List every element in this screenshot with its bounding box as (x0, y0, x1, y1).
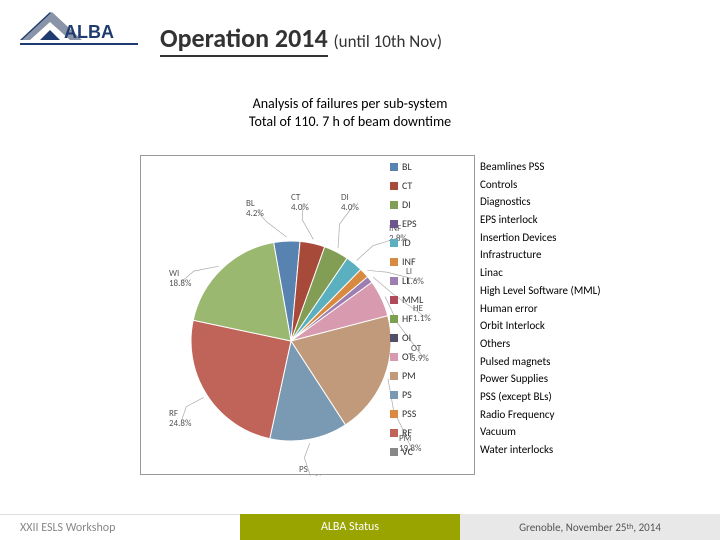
legend-code-label: PS (402, 388, 412, 401)
legend-code-li: LI (390, 274, 470, 287)
legend-code-oi: OI (390, 331, 470, 344)
slice-label-wi: WI18.8% (169, 268, 192, 289)
subtitle: Analysis of failures per sub-system Tota… (190, 95, 510, 131)
legend-name-9: Orbit Interlock (480, 319, 700, 332)
legend-name-6: Linac (480, 266, 700, 279)
swatch-icon (390, 296, 398, 304)
legend-name-14: Radio Frequency (480, 408, 700, 421)
legend-code-mml: MML (390, 293, 470, 306)
swatch-icon (390, 239, 398, 247)
legend-name-8: Human error (480, 302, 700, 315)
slice-label-ct: CT4.0% (291, 192, 309, 213)
legend-code-label: DI (402, 198, 411, 211)
logo-text: ALBA (64, 22, 114, 42)
footer-center: ALBA Status (240, 514, 460, 540)
legend-code-label: ID (402, 236, 411, 249)
swatch-icon (390, 353, 398, 361)
footer: XXII ESLS Workshop ALBA Status Grenoble,… (0, 514, 720, 540)
legend-name-10: Others (480, 337, 700, 350)
legend-code-pss: PSS (390, 407, 470, 420)
legend-code-label: MML (402, 293, 423, 306)
legend-name-2: Diagnostics (480, 195, 700, 208)
legend-code-label: VC (402, 445, 413, 458)
legend-code-vc: VC (390, 445, 470, 458)
legend-name-13: PSS (except BLs) (480, 390, 700, 403)
subtitle-l1: Analysis of failures per sub-system (190, 95, 510, 113)
swatch-icon (390, 220, 398, 228)
title-sub: (until 10th Nov) (334, 31, 442, 52)
legend-code-label: EPS (402, 217, 417, 230)
slice-label-rf: RF24.8% (169, 408, 192, 429)
title-main: Operation 2014 (160, 22, 328, 57)
swatch-icon (390, 334, 398, 342)
legend-name-5: Infrastructure (480, 248, 700, 261)
legend-code-ct: CT (390, 179, 470, 192)
legend-code-label: BL (402, 160, 412, 173)
legend-name-3: EPS interlock (480, 213, 700, 226)
legend-code-label: OT (402, 350, 413, 363)
legend-name-1: Controls (480, 178, 700, 191)
swatch-icon (390, 410, 398, 418)
footer-right: Grenoble, November 25th, 2014 (460, 514, 720, 540)
legend-code-ps: PS (390, 388, 470, 401)
slice-label-bl: BL4.2% (246, 198, 264, 219)
slice-label-di: DI4.0% (341, 192, 359, 213)
legend-code-di: DI (390, 198, 470, 211)
swatch-icon (390, 182, 398, 190)
legend-name-12: Power Supplies (480, 372, 700, 385)
swatch-icon (390, 448, 398, 456)
footer-left: XXII ESLS Workshop (0, 514, 240, 540)
legend-code-label: RF (402, 426, 412, 439)
legend-name-16: Water interlocks (480, 443, 700, 456)
swatch-icon (390, 201, 398, 209)
page-title: Operation 2014 (until 10th Nov) (160, 22, 442, 54)
swatch-icon (390, 258, 398, 266)
legend-codes: BL CT DI EPS ID INF LI MML HF OI OT PM PS PSS RF VC (390, 160, 470, 464)
legend-code-ot: OT (390, 350, 470, 363)
legend-name-11: Pulsed magnets (480, 355, 700, 368)
slice-label-ps: PS12.5% (299, 464, 322, 476)
swatch-icon (390, 391, 398, 399)
alba-logo: ALBA (20, 10, 140, 52)
legend-code-eps: EPS (390, 217, 470, 230)
legend-code-label: PM (402, 369, 416, 382)
legend-name-15: Vacuum (480, 425, 700, 438)
legend-code-label: INF (402, 255, 416, 268)
legend-code-label: PSS (402, 407, 416, 420)
legend-code-label: HF (402, 312, 413, 325)
legend-code-inf: INF (390, 255, 470, 268)
legend-code-id: ID (390, 236, 470, 249)
legend-name-7: High Level Software (MML) (480, 284, 700, 297)
swatch-icon (390, 277, 398, 285)
legend-name-0: Beamlines PSS (480, 160, 700, 173)
swatch-icon (390, 429, 398, 437)
legend-code-label: CT (402, 179, 412, 192)
legend-code-pm: PM (390, 369, 470, 382)
legend-name-4: Insertion Devices (480, 231, 700, 244)
legend-code-rf: RF (390, 426, 470, 439)
legend-code-label: LI (402, 274, 409, 287)
swatch-icon (390, 372, 398, 380)
legend-code-label: OI (402, 331, 411, 344)
legend-names: Beamlines PSS Controls Diagnostics EPS inte… (480, 160, 700, 461)
swatch-icon (390, 315, 398, 323)
legend-code-hf: HF (390, 312, 470, 325)
subtitle-l2: Total of 110. 7 h of beam downtime (190, 113, 510, 131)
legend-code-bl: BL (390, 160, 470, 173)
swatch-icon (390, 163, 398, 171)
